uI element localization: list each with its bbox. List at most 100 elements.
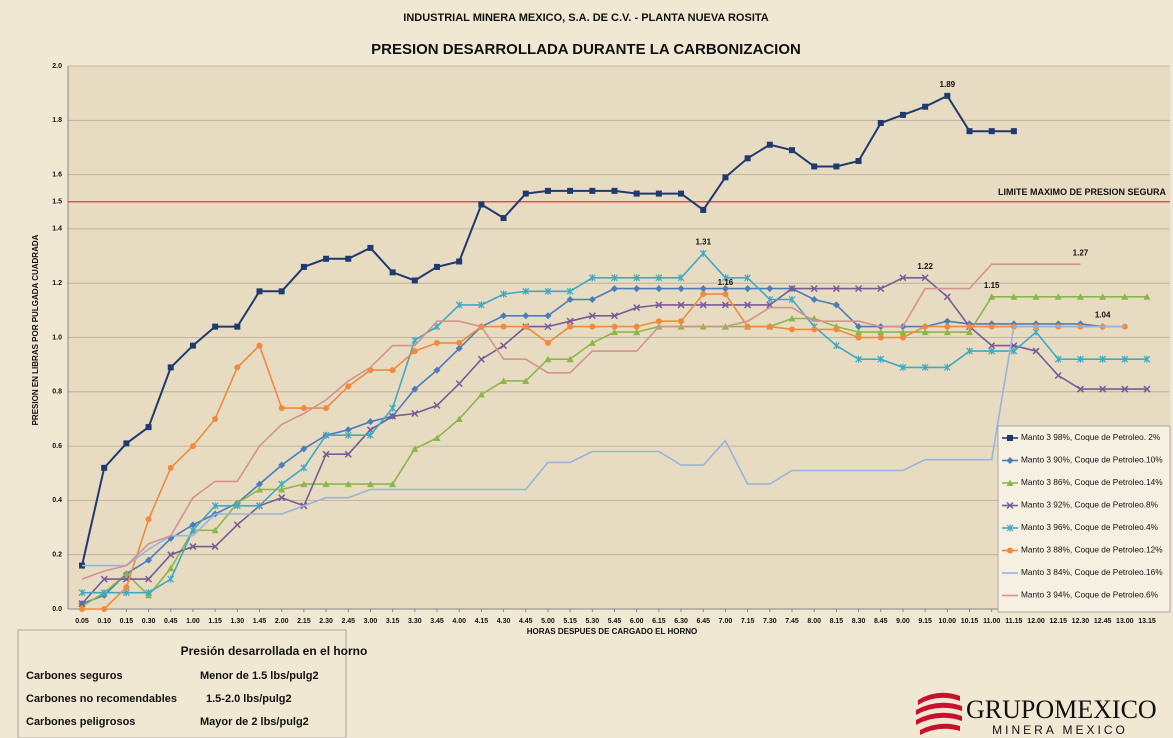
x-tick-label: 5.00 — [541, 618, 555, 625]
marker — [455, 415, 463, 422]
marker — [1006, 479, 1014, 486]
marker — [344, 431, 352, 439]
marker — [411, 409, 419, 418]
marker — [500, 323, 507, 330]
marker — [566, 295, 574, 303]
y-tick-label: 1.2 — [52, 280, 62, 287]
marker — [877, 334, 884, 341]
marker — [455, 301, 463, 309]
marker — [633, 190, 640, 197]
marker — [211, 502, 219, 510]
marker — [855, 158, 862, 165]
marker — [500, 312, 508, 320]
marker — [943, 363, 951, 371]
marker — [411, 445, 419, 452]
marker — [234, 323, 241, 330]
marker — [122, 589, 130, 597]
marker — [500, 377, 508, 384]
legend-label: Manto 3 92%, Coque de Petroleo.8% — [1021, 500, 1159, 510]
marker — [921, 363, 929, 371]
marker — [544, 323, 552, 331]
marker — [167, 364, 174, 371]
panel-label: Carbones peligrosos — [26, 716, 135, 728]
marker — [1143, 385, 1151, 393]
marker — [256, 502, 263, 510]
marker — [588, 339, 596, 346]
x-tick-label: 10.15 — [961, 618, 979, 625]
marker — [234, 364, 241, 371]
marker — [433, 401, 441, 409]
x-tick-label: 6.00 — [630, 618, 644, 625]
panel-label: Carbones no recomendables — [26, 693, 177, 705]
panel-title: Presión desarrollada en el horno — [181, 644, 368, 658]
x-tick-label: 1.00 — [186, 618, 200, 625]
x-tick-label: 8.45 — [874, 618, 888, 625]
marker — [988, 323, 995, 330]
marker — [899, 328, 907, 336]
marker — [877, 355, 885, 363]
x-tick-label: 5.15 — [563, 618, 577, 625]
legend-box — [997, 425, 1171, 613]
x-tick-label: 3.45 — [430, 618, 444, 625]
marker — [344, 450, 352, 458]
marker — [278, 480, 286, 488]
marker — [855, 334, 862, 341]
data-label: 1.31 — [695, 237, 711, 246]
marker — [699, 285, 707, 293]
marker — [456, 339, 463, 346]
marker — [611, 187, 618, 194]
marker — [832, 301, 840, 309]
x-tick-label: 0.45 — [164, 618, 178, 625]
marker — [788, 314, 796, 322]
marker — [655, 285, 663, 293]
chart-title: PRESION DESARROLLADA DURANTE LA CARBONIZ… — [371, 41, 801, 58]
marker — [477, 355, 485, 363]
panel-label: Carbones seguros — [26, 670, 123, 682]
marker — [789, 326, 795, 333]
marker — [988, 342, 996, 350]
x-tick-label: 12.00 — [1027, 618, 1045, 625]
marker — [899, 274, 907, 282]
marker — [344, 426, 352, 434]
marker — [323, 255, 330, 262]
marker — [145, 516, 152, 523]
marker — [1010, 342, 1018, 350]
marker — [699, 301, 707, 309]
marker — [477, 301, 485, 309]
x-tick-label: 5.30 — [586, 618, 600, 625]
marker — [855, 323, 863, 331]
marker — [744, 285, 752, 293]
marker — [611, 328, 618, 336]
marker — [766, 141, 773, 148]
marker — [211, 543, 219, 551]
marker — [1032, 293, 1040, 300]
marker — [855, 328, 863, 336]
marker — [944, 92, 951, 99]
marker — [588, 312, 596, 320]
marker — [145, 424, 152, 431]
marker — [544, 355, 552, 363]
marker — [922, 103, 929, 110]
marker — [877, 285, 885, 293]
marker — [366, 480, 374, 488]
marker — [1010, 128, 1017, 135]
marker — [789, 147, 795, 154]
x-tick-label: 12.45 — [1094, 618, 1112, 625]
supertitle: INDUSTRIAL MINERA MEXICO, S.A. DE C.V. -… — [403, 12, 769, 24]
marker — [1007, 547, 1013, 554]
marker — [456, 258, 463, 265]
marker — [123, 440, 130, 447]
logo-subtitle: MINERA MEXICO — [992, 723, 1128, 737]
marker — [389, 269, 396, 276]
marker — [344, 480, 352, 488]
y-tick-label: 0.4 — [52, 497, 62, 504]
marker — [1054, 355, 1062, 363]
marker — [611, 323, 618, 330]
marker — [522, 190, 529, 197]
panel-value: Mayor de 2 lbs/pulg2 — [200, 716, 309, 728]
marker — [566, 317, 574, 325]
data-label: 1.89 — [940, 80, 956, 89]
x-tick-label: 4.30 — [497, 618, 511, 625]
marker — [100, 589, 108, 597]
